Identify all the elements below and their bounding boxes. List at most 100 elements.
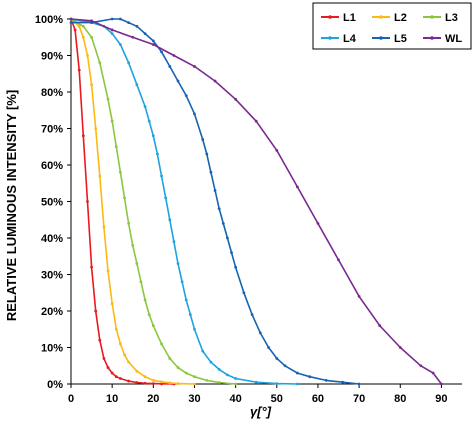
data-point-l2 bbox=[81, 35, 85, 39]
data-point-wl bbox=[419, 364, 423, 368]
data-point-l4 bbox=[172, 240, 176, 244]
data-point-l1 bbox=[98, 338, 102, 342]
legend-label-l3: L3 bbox=[445, 12, 458, 24]
legend-label-wl: WL bbox=[445, 33, 462, 45]
data-point-wl bbox=[337, 258, 340, 262]
data-point-l5 bbox=[201, 138, 205, 141]
series-line-l4 bbox=[70, 18, 298, 385]
data-point-l3 bbox=[114, 145, 118, 149]
legend-marker-l1 bbox=[328, 15, 332, 19]
data-point-l3 bbox=[193, 375, 196, 379]
data-point-wl bbox=[357, 295, 361, 298]
data-point-l5 bbox=[226, 236, 229, 240]
x-tick-label: 70 bbox=[353, 393, 365, 405]
data-point-l3 bbox=[168, 357, 172, 360]
series-line-l5 bbox=[71, 18, 360, 385]
data-point-l3 bbox=[131, 243, 135, 247]
x-tick-label: 60 bbox=[312, 393, 324, 405]
data-point-l3 bbox=[127, 222, 131, 225]
data-point-wl bbox=[398, 346, 402, 349]
data-point-wl bbox=[275, 149, 279, 152]
y-tick-label: 10% bbox=[41, 343, 63, 355]
data-point-l2 bbox=[94, 127, 98, 130]
data-point-wl bbox=[213, 79, 217, 83]
data-point-l3 bbox=[217, 381, 221, 384]
data-point-wl bbox=[431, 371, 435, 375]
data-point-l2 bbox=[90, 83, 93, 87]
legend-label-l4: L4 bbox=[343, 33, 357, 45]
data-point-l1 bbox=[73, 28, 77, 32]
data-point-wl bbox=[110, 28, 114, 32]
data-point-l4 bbox=[156, 152, 159, 156]
data-point-l1 bbox=[151, 382, 155, 386]
data-point-l5 bbox=[193, 112, 196, 116]
data-point-l1 bbox=[127, 379, 131, 383]
y-tick-label: 60% bbox=[41, 160, 63, 172]
data-point-l4 bbox=[295, 382, 299, 386]
data-point-l4 bbox=[176, 262, 180, 265]
data-point-l5 bbox=[230, 251, 233, 255]
data-point-l5 bbox=[184, 94, 188, 98]
data-point-l2 bbox=[193, 382, 196, 386]
data-point-l3 bbox=[205, 378, 209, 382]
y-tick-label: 40% bbox=[41, 233, 63, 245]
data-point-l3 bbox=[176, 366, 180, 369]
data-point-l5 bbox=[143, 32, 147, 35]
data-point-wl bbox=[131, 35, 135, 39]
data-point-l3 bbox=[81, 24, 85, 28]
x-tick-label: 50 bbox=[271, 393, 283, 405]
data-point-l5 bbox=[217, 207, 221, 211]
data-point-l5 bbox=[151, 39, 155, 43]
legend-marker-l2 bbox=[379, 15, 383, 19]
x-tick-label: 40 bbox=[230, 393, 242, 405]
data-point-l5 bbox=[205, 152, 209, 156]
data-point-l4 bbox=[151, 134, 155, 138]
data-point-l2 bbox=[86, 54, 89, 57]
data-point-l3 bbox=[234, 382, 238, 386]
data-point-l4 bbox=[127, 61, 131, 65]
data-point-wl bbox=[193, 65, 196, 68]
data-point-l1 bbox=[160, 382, 163, 386]
data-point-wl bbox=[172, 54, 176, 57]
y-tick-label: 50% bbox=[41, 197, 63, 209]
legend-label-l5: L5 bbox=[394, 33, 407, 45]
x-tick-label: 90 bbox=[435, 393, 447, 405]
y-tick-label: 30% bbox=[41, 270, 63, 282]
data-point-l4 bbox=[143, 105, 147, 108]
x-tick-label: 0 bbox=[68, 393, 74, 405]
data-point-l5 bbox=[258, 331, 262, 335]
data-point-l2 bbox=[102, 225, 106, 229]
data-point-wl bbox=[378, 324, 382, 327]
data-point-l3 bbox=[90, 35, 93, 39]
data-point-l2 bbox=[77, 24, 81, 28]
legend-box bbox=[312, 2, 472, 50]
data-point-l4 bbox=[135, 83, 139, 87]
data-point-l4 bbox=[226, 373, 229, 377]
data-point-l1 bbox=[86, 200, 89, 203]
data-point-l2 bbox=[143, 375, 147, 379]
data-point-l4 bbox=[110, 32, 114, 35]
data-point-l5 bbox=[168, 65, 172, 68]
data-point-l3 bbox=[184, 371, 188, 375]
data-point-wl bbox=[90, 19, 93, 23]
data-point-wl bbox=[151, 43, 155, 46]
data-point-l1 bbox=[81, 134, 85, 138]
data-point-l1 bbox=[77, 68, 81, 72]
data-point-l3 bbox=[123, 196, 126, 200]
data-point-l5 bbox=[267, 346, 270, 349]
data-point-l1 bbox=[118, 377, 122, 380]
data-point-wl bbox=[254, 119, 258, 123]
data-point-wl bbox=[316, 222, 320, 225]
data-point-l3 bbox=[143, 298, 147, 302]
data-point-l2 bbox=[110, 302, 114, 306]
data-point-l2 bbox=[123, 353, 126, 357]
data-point-l5 bbox=[209, 170, 213, 174]
data-point-l5 bbox=[160, 50, 163, 54]
data-point-l5 bbox=[341, 380, 345, 384]
legend-marker-l4 bbox=[328, 36, 332, 40]
data-point-l5 bbox=[295, 371, 299, 375]
data-point-l5 bbox=[234, 265, 238, 269]
y-tick-label: 100% bbox=[35, 14, 63, 26]
legend-marker-wl bbox=[430, 36, 434, 40]
